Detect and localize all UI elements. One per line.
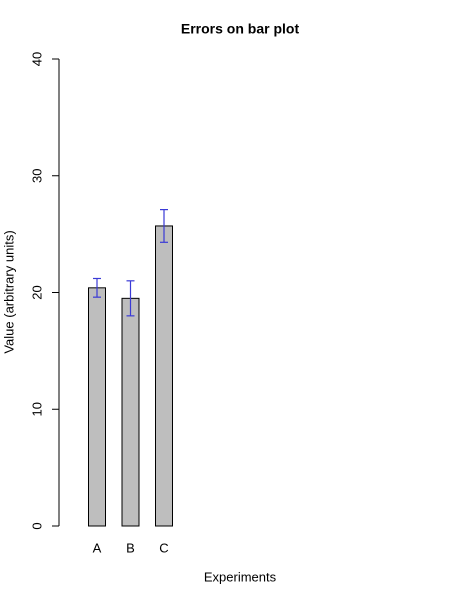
x-tick-label: A bbox=[93, 540, 102, 555]
x-tick-label: C bbox=[159, 540, 168, 555]
y-tick-label: 40 bbox=[29, 52, 44, 66]
error-bar bbox=[93, 277, 101, 298]
chart-title: Errors on bar plot bbox=[181, 21, 300, 37]
bar bbox=[155, 225, 173, 527]
y-tick-label: 0 bbox=[29, 522, 44, 529]
y-tick-label: 10 bbox=[29, 402, 44, 416]
y-tick-label: 30 bbox=[29, 169, 44, 183]
y-tick-label: 20 bbox=[29, 285, 44, 299]
x-tick-label: B bbox=[126, 540, 135, 555]
bar bbox=[121, 297, 140, 527]
y-axis-label: Value (arbitrary units) bbox=[1, 230, 16, 353]
bar bbox=[88, 287, 106, 527]
error-bar bbox=[126, 280, 135, 317]
error-bar bbox=[160, 209, 168, 243]
x-axis-label: Experiments bbox=[204, 569, 277, 584]
